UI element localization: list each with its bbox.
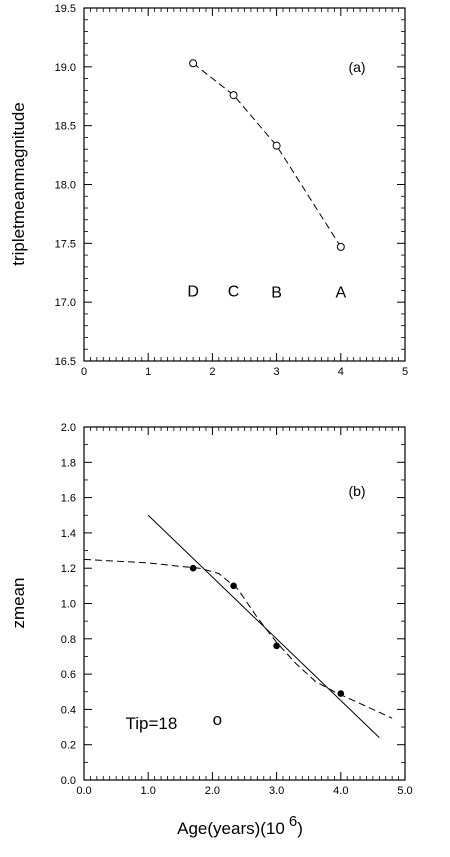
panel-b-x-axis-title: Age(years)(10 6): [177, 813, 303, 838]
panel-a-y-tick-label: 18.5: [55, 121, 76, 133]
panel-b-y-tick-label: 1.0: [61, 599, 76, 611]
panel-b-data-point: [337, 690, 345, 697]
panel-b-y-axis-title: zmean: [9, 577, 28, 628]
panel-b-data-point: [273, 642, 280, 650]
panel-b-y-tick-label: 0.6: [61, 669, 76, 681]
panel-b-annotation-marker: o: [213, 710, 222, 729]
panel-a-x-tick-label: 2: [209, 366, 215, 378]
panel-a-y-tick-label: 16.5: [55, 356, 76, 368]
panel-a-y-tick-label: 19.0: [55, 62, 76, 74]
panel-b: (b) zmean Age(years)(10 6) 0.0 1.0 2.0 3.0 4.…: [9, 422, 413, 838]
panel-a-dashed-line: [192, 62, 342, 248]
x-axis-title-superscript: 6: [289, 813, 297, 830]
panel-a-y-axis-title: tripletmeanmagnitude: [9, 102, 28, 265]
panel-b-y-tick-label: 0.2: [61, 740, 76, 752]
panel-a-data-point: [229, 91, 238, 100]
panel-a-x-tick-label: 1: [145, 366, 151, 378]
panel-b-label: (b): [348, 483, 365, 499]
panel-b-x-tick-label: 0.0: [76, 785, 91, 797]
panel-b-y-tick-label: 0.8: [61, 634, 76, 646]
panel-a-data-point: [272, 141, 281, 150]
panel-b-y-tick-label: 0.0: [61, 775, 76, 787]
panel-a-data-point: [189, 59, 198, 68]
panel-a-y-tick-label: 19.5: [55, 3, 76, 15]
panel-b-annotation-text: Tip=18: [125, 714, 177, 733]
panel-b-x-tick-label: 5.0: [397, 785, 412, 797]
panel-a-x-tick-label: 0: [81, 366, 87, 378]
panel-b-y-tick-label: 1.2: [61, 563, 76, 575]
panel-b-y-tick-label: 1.4: [61, 528, 76, 540]
panel-b-dashed-curve: [83, 558, 393, 719]
panel-b-y-tick-label: 1.8: [61, 457, 76, 469]
panel-a-data-point: [336, 242, 345, 251]
panel-a-x-tick-label: 5: [402, 366, 408, 378]
panel-b-x-tick-label: 1.0: [141, 785, 156, 797]
panel-b-x-tick-label: 3.0: [269, 785, 284, 797]
panel-a-point-letter: B: [271, 285, 282, 302]
panel-b-y-tick-label: 1.6: [61, 493, 76, 505]
panel-a-point-letter: A: [335, 285, 346, 302]
panel-b-x-tick-label: 4.0: [333, 785, 348, 797]
panel-b-x-tick-label: 2.0: [205, 785, 220, 797]
panel-a-y-tick-label: 17.5: [55, 238, 76, 250]
panel-a: (a) tripletmeanmagnitude 0 1 2 3 4 5 16.5 17.0 1…: [9, 3, 408, 378]
panel-a-y-tick-label: 18.0: [55, 180, 76, 192]
panel-b-data-point: [230, 582, 237, 590]
panel-a-point-letter: D: [187, 283, 199, 300]
panel-a-label: (a): [348, 59, 365, 75]
panel-b-y-tick-label: 0.4: [61, 704, 76, 716]
panel-b-y-tick-label: 2.0: [61, 422, 76, 434]
panel-a-y-tick-label: 17.0: [55, 297, 76, 309]
panel-b-data-point: [189, 564, 197, 572]
panel-a-point-letter: C: [228, 283, 240, 300]
x-axis-title-end: ): [297, 819, 303, 838]
panel-a-x-tick-label: 3: [274, 366, 280, 378]
x-axis-title-main: Age(years)(10: [177, 819, 285, 838]
panel-a-x-tick-label: 4: [338, 366, 344, 378]
panel-b-fit-line: [147, 514, 380, 739]
